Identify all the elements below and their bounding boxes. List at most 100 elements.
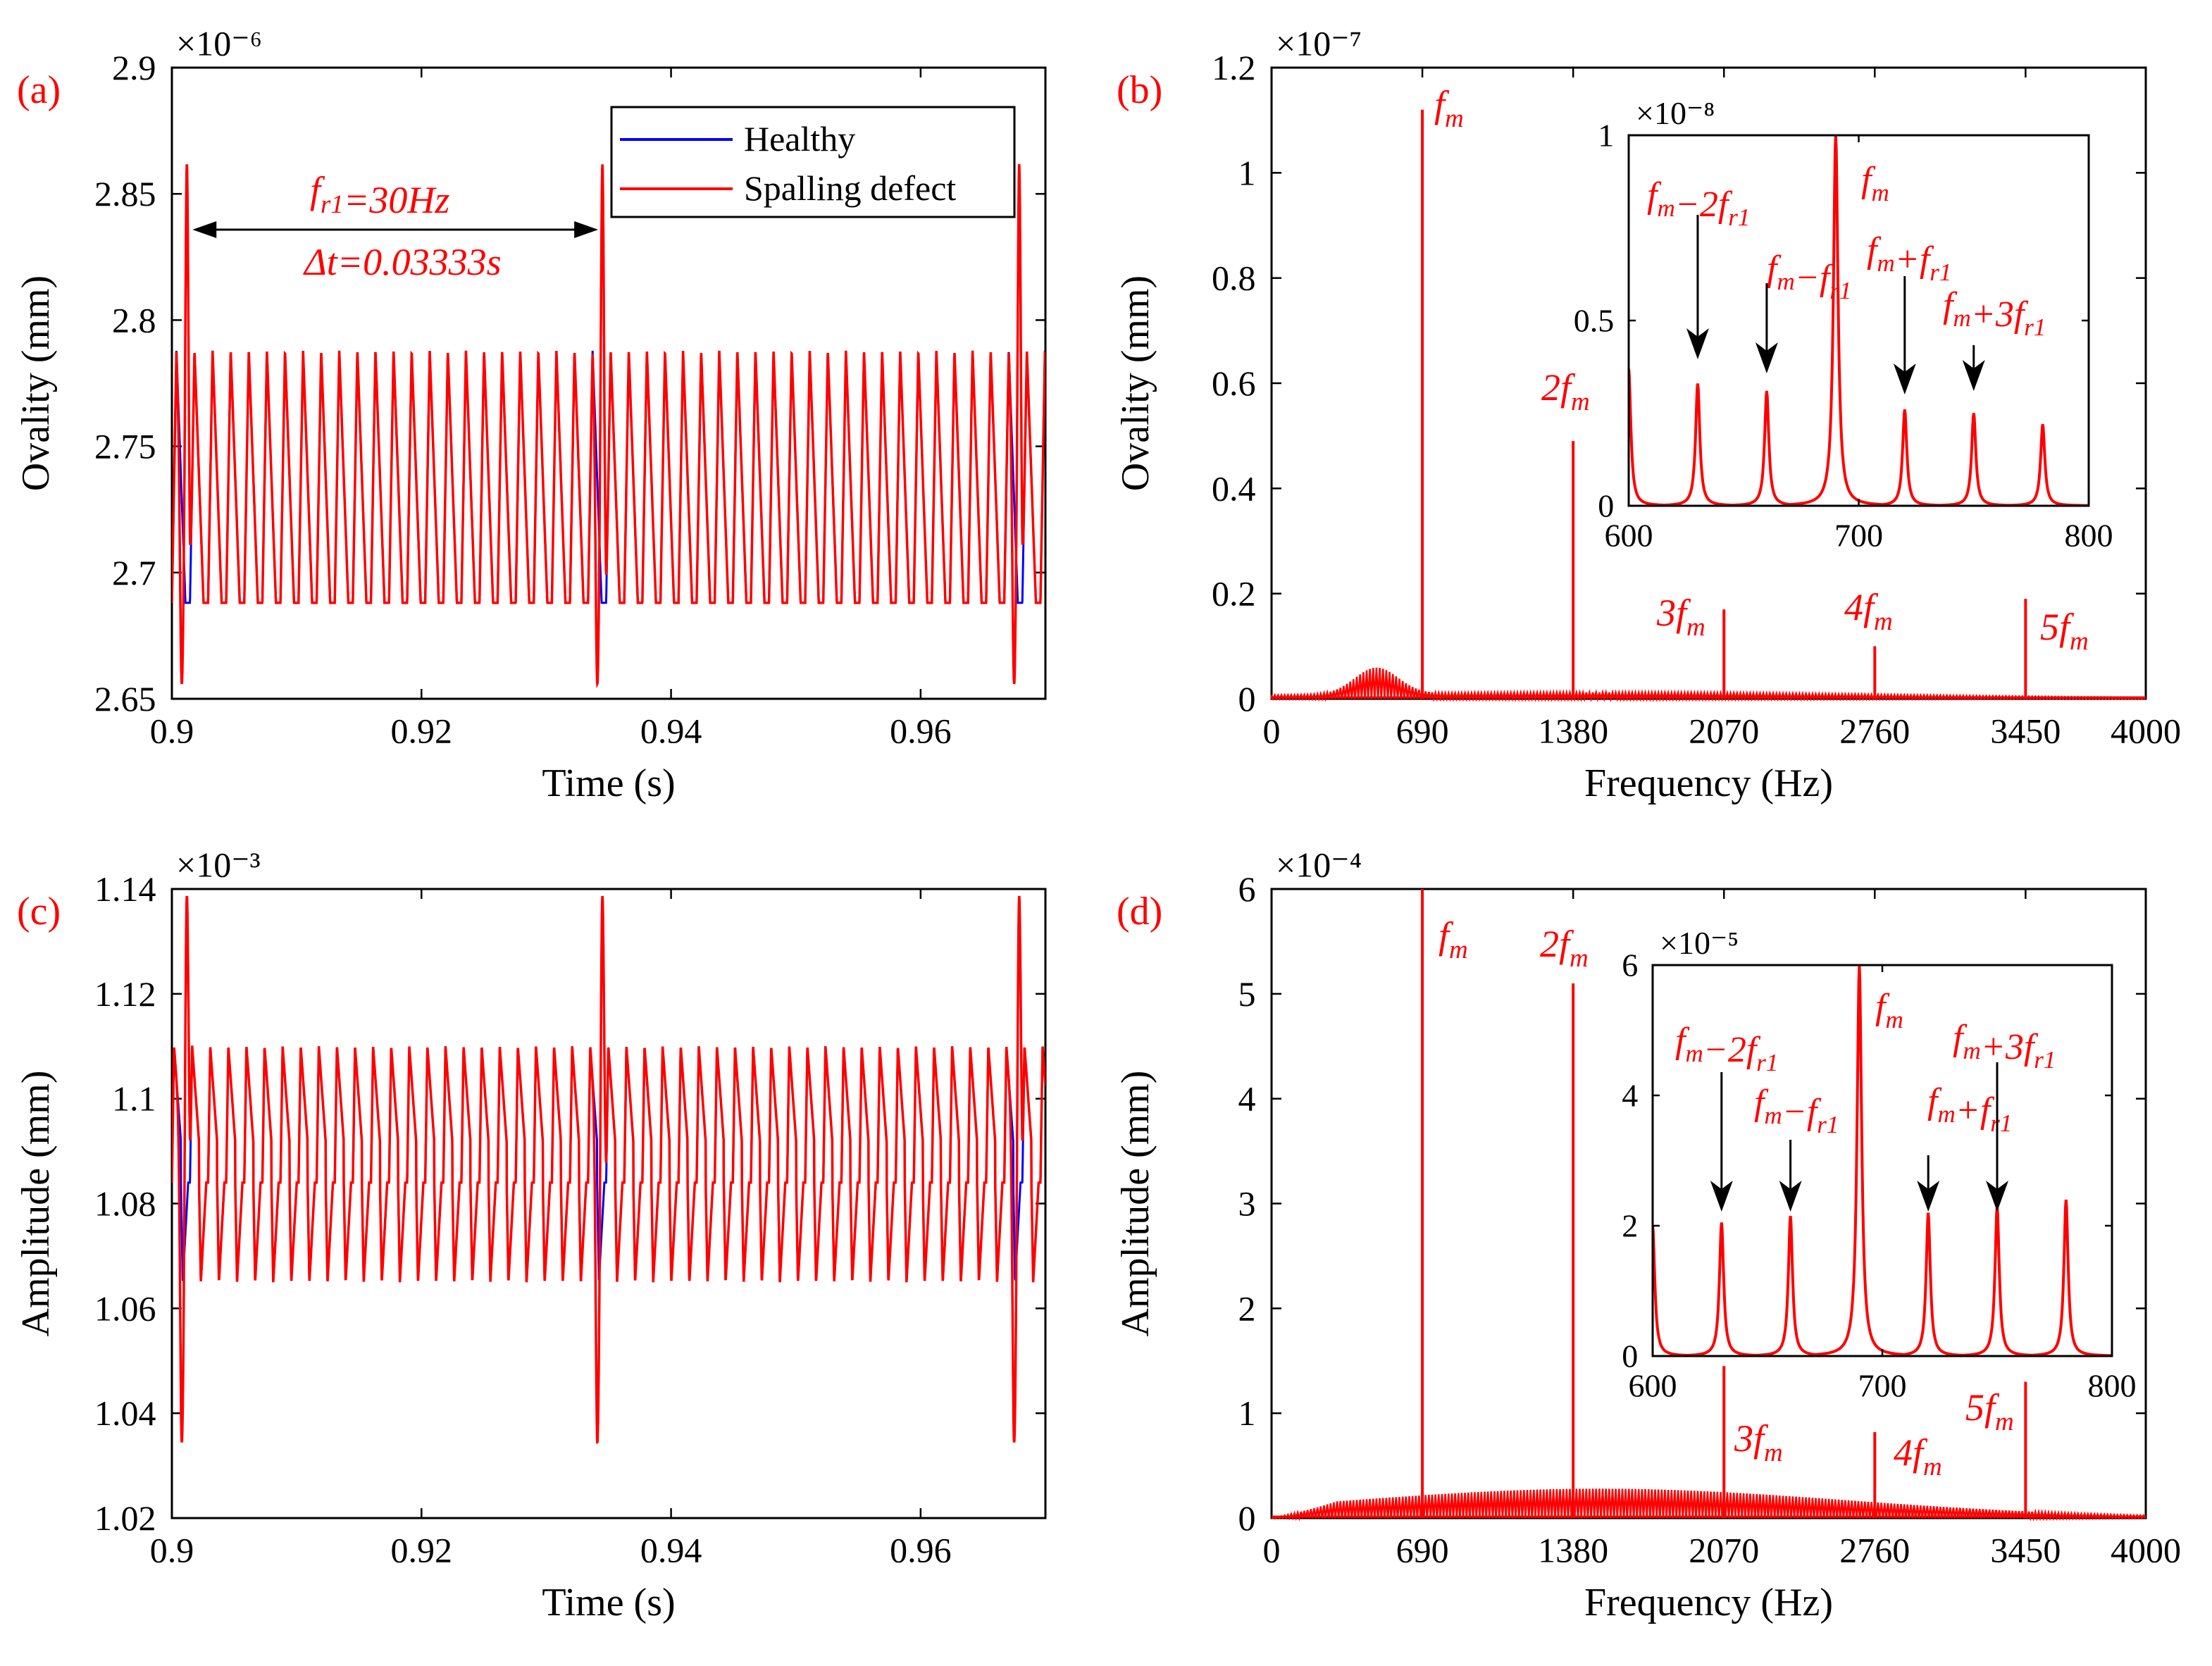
y-axis-label: Ovality (mm) [14, 275, 58, 491]
x-tick-label: 0.94 [640, 1531, 702, 1570]
y-tick-label: 0 [1598, 488, 1614, 524]
y-tick-label: 1.08 [94, 1184, 156, 1224]
x-tick-label: 1380 [1538, 711, 1608, 751]
x-tick-label: 3450 [1990, 1531, 2061, 1570]
y-tick-label: 2 [1238, 1288, 1256, 1328]
x-tick-label: 2070 [1689, 1531, 1759, 1570]
series-spalling-defect [172, 895, 1045, 1445]
x-tick-label: 0 [1263, 711, 1281, 751]
legend-label-healthy: Healthy [744, 119, 855, 158]
y-tick-label: 1 [1238, 153, 1256, 192]
y-tick-label: 4 [1622, 1078, 1638, 1114]
dt-annotation: Δt=0.03333s [303, 241, 502, 283]
axis-exponent: ×10⁻⁴ [1276, 845, 1362, 885]
inset-background [1629, 135, 2089, 506]
harmonic-label-2: 2fm [1540, 923, 1589, 973]
y-tick-label: 2.85 [94, 174, 156, 213]
fr1-annotation: fr1=30Hz [310, 169, 449, 221]
harmonic-label-4: 4fm [1844, 586, 1893, 636]
harmonic-label-3: 3fm [1734, 1417, 1783, 1467]
y-tick-label: 1.2 [1212, 48, 1256, 87]
x-axis-label: Frequency (Hz) [1584, 761, 1833, 805]
y-tick-label: 1 [1238, 1393, 1256, 1433]
y-tick-label: 1 [1598, 118, 1614, 154]
y-axis-label: Amplitude (mm) [14, 1071, 58, 1337]
panel-label-c: (c) [17, 890, 61, 933]
x-tick-label: 690 [1396, 1531, 1449, 1570]
inset-label-1: fm−2fr1 [1675, 1021, 1778, 1076]
x-tick-label: 700 [1834, 518, 1883, 554]
y-tick-label: 6 [1622, 947, 1638, 983]
y-tick-label: 0 [1238, 679, 1256, 719]
y-tick-label: 0.5 [1574, 303, 1615, 339]
axis-exponent: ×10⁻⁵ [1660, 925, 1739, 961]
x-tick-label: 800 [2065, 518, 2113, 554]
y-tick-label: 5 [1238, 974, 1256, 1014]
harmonic-label-1: fm [1439, 914, 1468, 964]
axis-exponent: ×10⁻⁷ [1276, 24, 1362, 63]
x-tick-label: 0.9 [150, 1531, 194, 1570]
inset-arrowhead [1917, 1181, 1940, 1212]
y-tick-label: 2 [1622, 1208, 1638, 1244]
x-tick-label: 0.96 [890, 711, 952, 751]
x-tick-label: 800 [2088, 1368, 2137, 1404]
y-tick-label: 0 [1622, 1338, 1638, 1374]
y-tick-label: 1.02 [94, 1498, 156, 1538]
y-tick-label: 1.1 [112, 1079, 156, 1119]
y-tick-label: 1.06 [94, 1288, 156, 1328]
y-axis-label: Amplitude (mm) [1114, 1071, 1157, 1337]
x-tick-label: 0.92 [391, 1531, 453, 1570]
y-tick-label: 2.7 [112, 553, 156, 592]
harmonic-label-2: 2fm [1541, 366, 1590, 416]
x-tick-label: 0.96 [890, 1531, 952, 1570]
x-tick-label: 2760 [1839, 1531, 1910, 1570]
inset-d-axes: 600 700 800 0 2 4 6 ×10⁻⁵ [1622, 925, 2136, 1404]
inset-arrowhead [1962, 360, 1985, 391]
x-axis-label: Frequency (Hz) [1584, 1581, 1833, 1624]
axis-exponent: ×10⁻⁸ [1636, 95, 1715, 131]
harmonic-label-5: 5fm [2040, 606, 2089, 656]
x-tick-label: 4000 [2111, 1531, 2181, 1570]
x-axis-label: Time (s) [542, 761, 675, 805]
x-tick-label: 690 [1396, 711, 1449, 751]
panel-d-axes: 0 690 1380 2070 2760 3450 4000 0 1 2 3 4 5 6 ×10⁻⁴ Freq… [1114, 845, 2181, 1625]
panel-b-axes: 0 690 1380 2070 2760 3450 4000 0 0.2 0.4 0.6 0.8 1 1.… [1114, 24, 2181, 806]
y-tick-label: 2.65 [94, 679, 156, 719]
harmonic-label-4: 4fm [1894, 1431, 1942, 1481]
x-tick-label: 0.92 [391, 711, 453, 751]
inset-arrowhead [1755, 342, 1778, 373]
panel-label-d: (d) [1117, 890, 1162, 933]
y-tick-label: 0.8 [1212, 259, 1256, 298]
inset-label-4: fm+fr1 [1867, 230, 1951, 286]
axis-exponent: ×10⁻³ [176, 845, 261, 885]
x-tick-label: 3450 [1990, 711, 2061, 751]
legend-label-spalling-defect: Spalling defect [744, 168, 956, 208]
spectrum-background [1272, 1488, 2146, 1522]
y-tick-label: 1.04 [94, 1393, 156, 1433]
arrowhead-right [574, 221, 599, 238]
inset-arrowhead [1686, 328, 1709, 359]
y-tick-label: 0.6 [1212, 363, 1256, 403]
axis-exponent: ×10⁻⁶ [176, 24, 262, 63]
panel-label-a: (a) [17, 68, 61, 112]
period-annotation: fr1=30Hz Δt=0.03333s [192, 169, 599, 283]
inset-label-5: fm+3fr1 [1943, 285, 2046, 341]
y-tick-label: 1.14 [94, 869, 156, 909]
inset-arrowhead [1893, 363, 1916, 394]
legend: Healthy Spalling defect [610, 106, 1016, 218]
x-axis-label: Time (s) [542, 1581, 675, 1624]
panel-a-axes: 0.9 0.92 0.94 0.96 2.65 2.7 2.75 2.8 2.85 2.9 ×10⁻… [14, 24, 1047, 805]
y-tick-label: 2.75 [94, 427, 156, 466]
axes-frame [170, 888, 1047, 1519]
harmonic-label-3: 3fm [1656, 592, 1705, 642]
inset-arrowhead [1710, 1181, 1733, 1212]
x-tick-label: 2760 [1839, 711, 1910, 751]
y-tick-label: 0.4 [1212, 468, 1256, 508]
y-axis-label: Ovality (mm) [1114, 275, 1157, 491]
series-spalling-defect [172, 163, 1045, 689]
y-tick-label: 2.9 [112, 48, 156, 87]
inset-background [1653, 965, 2112, 1356]
x-tick-label: 1380 [1538, 1531, 1608, 1570]
inset-b-axes: 600 700 800 0 0.5 1 ×10⁻⁸ [1574, 95, 2113, 554]
